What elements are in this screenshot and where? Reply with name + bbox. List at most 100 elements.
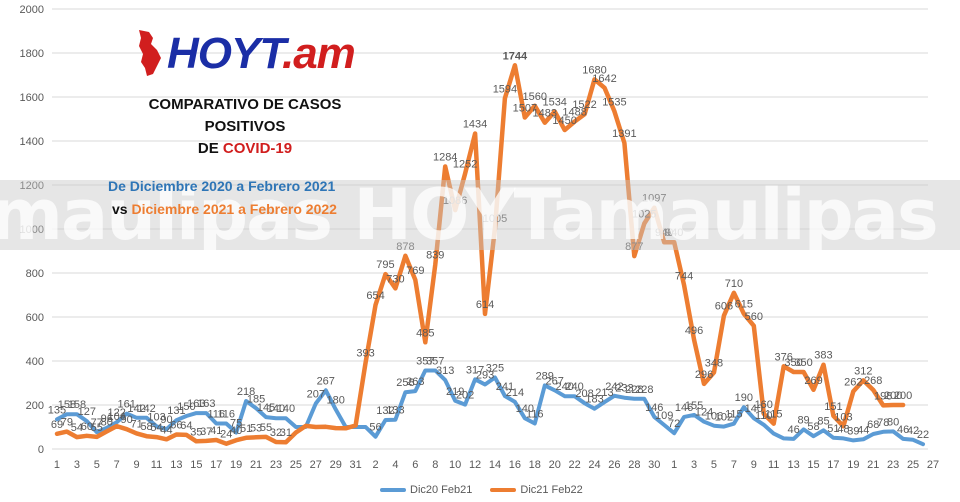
data-label: 115 — [725, 409, 743, 421]
data-label: 313 — [436, 365, 454, 377]
data-label: 46 — [787, 424, 799, 436]
data-label: 200 — [884, 390, 902, 402]
data-label: 1391 — [612, 128, 636, 140]
data-label: 106 — [705, 411, 723, 423]
data-label: 208 — [575, 388, 593, 400]
data-label: 60 — [81, 421, 93, 433]
x-tick-label: 20 — [549, 459, 561, 471]
series-lines — [54, 63, 925, 447]
data-label: 56 — [369, 422, 381, 434]
data-label: 710 — [725, 278, 743, 290]
data-label: 296 — [695, 369, 713, 381]
data-label: 1097 — [642, 193, 666, 205]
data-label: 268 — [864, 375, 882, 387]
logo: HOYT.am — [135, 18, 356, 78]
data-label: 115 — [765, 409, 783, 421]
data-label: 312 — [854, 365, 872, 377]
y-tick-label: 1200 — [20, 180, 44, 192]
x-tick-label: 15 — [807, 459, 819, 471]
data-label: 654 — [366, 290, 384, 302]
data-label: 69 — [51, 419, 63, 431]
data-label: 90 — [160, 414, 172, 426]
data-label: 198 — [874, 390, 892, 402]
y-tick-label: 1000 — [20, 224, 44, 236]
data-label: 122 — [108, 407, 126, 419]
data-label: 140 — [267, 403, 285, 415]
y-tick-label: 1600 — [20, 92, 44, 104]
data-label: 58 — [140, 421, 152, 433]
data-label: 41 — [210, 425, 222, 437]
x-tick-label: 6 — [412, 459, 418, 471]
data-label: 89 — [797, 414, 809, 426]
data-label: 158 — [68, 399, 86, 411]
data-label: 142 — [127, 403, 145, 415]
x-tick-label: 12 — [469, 459, 481, 471]
data-label: 161 — [117, 399, 135, 411]
data-label: 53 — [250, 422, 262, 434]
data-label: 795 — [376, 259, 394, 271]
data-label: 1642 — [592, 73, 616, 85]
data-label: 1434 — [463, 119, 487, 131]
x-tick-label: 23 — [887, 459, 899, 471]
logo-text: HOYT.am — [167, 29, 356, 78]
data-label: 155 — [685, 400, 703, 412]
subtitle-period-2: vs Diciembre 2021 a Febrero 2022 — [112, 201, 337, 217]
data-label: 213 — [595, 387, 613, 399]
data-label: 228 — [635, 384, 653, 396]
data-label: 160 — [755, 399, 773, 411]
data-label: 317 — [466, 364, 484, 376]
data-label: 218 — [237, 386, 255, 398]
y-tick-label: 200 — [26, 400, 44, 412]
logo-part1: HOYT — [167, 29, 283, 78]
x-tick-label: 11 — [768, 459, 779, 471]
data-label: 940 — [665, 227, 683, 239]
x-tick-label: 2 — [372, 459, 378, 471]
data-label: 258 — [396, 377, 414, 389]
data-label: 163 — [197, 398, 215, 410]
data-label: 267 — [317, 375, 335, 387]
data-label: 109 — [655, 410, 673, 422]
data-label: 877 — [625, 241, 643, 253]
x-tick-label: 1 — [671, 459, 677, 471]
tamaulipas-map-icon — [139, 30, 161, 76]
data-label: 269 — [804, 375, 822, 387]
data-label: 104 — [108, 411, 126, 423]
data-label: 79 — [61, 417, 73, 429]
x-tick-label: 7 — [731, 459, 737, 471]
y-tick-label: 1800 — [20, 48, 44, 60]
x-tick-label: 1 — [54, 459, 60, 471]
data-label: 116 — [217, 408, 235, 420]
data-label: 262 — [844, 376, 862, 388]
data-label: 68 — [867, 419, 879, 431]
data-label: 289 — [536, 370, 554, 382]
y-axis: 0 200 400 600 800 1000 1200 1400 1600 1800 2000 — [20, 4, 44, 456]
x-tick-label: 27 — [927, 459, 939, 471]
data-label: 150 — [177, 401, 195, 413]
data-label: 42 — [907, 425, 919, 437]
x-tick-label: 17 — [827, 459, 839, 471]
title-line3-prefix: DE — [197, 140, 223, 157]
data-label: 878 — [396, 241, 414, 253]
x-tick-label: 31 — [349, 459, 361, 471]
data-label: 325 — [486, 363, 504, 375]
data-label: 145 — [257, 402, 275, 414]
data-label: 54 — [150, 422, 162, 434]
data-label: 44 — [160, 424, 172, 436]
x-tick-label: 7 — [114, 459, 120, 471]
data-label: 1744 — [503, 50, 528, 62]
x-tick-label: 13 — [170, 459, 182, 471]
data-label: 140 — [745, 403, 763, 415]
data-label: 1086 — [443, 195, 467, 207]
data-label: 90 — [121, 414, 133, 426]
data-label: 1594 — [493, 83, 517, 95]
data-label: 202 — [456, 390, 474, 402]
data-label: 103 — [147, 411, 165, 423]
data-label: 615 — [735, 299, 753, 311]
data-label: 54 — [71, 422, 83, 434]
y-tick-label: 600 — [26, 312, 44, 324]
data-label: 769 — [406, 265, 424, 277]
x-tick-label: 10 — [449, 459, 461, 471]
data-label: 350 — [794, 357, 812, 369]
data-label: 228 — [625, 384, 643, 396]
data-label: 135 — [48, 404, 66, 416]
